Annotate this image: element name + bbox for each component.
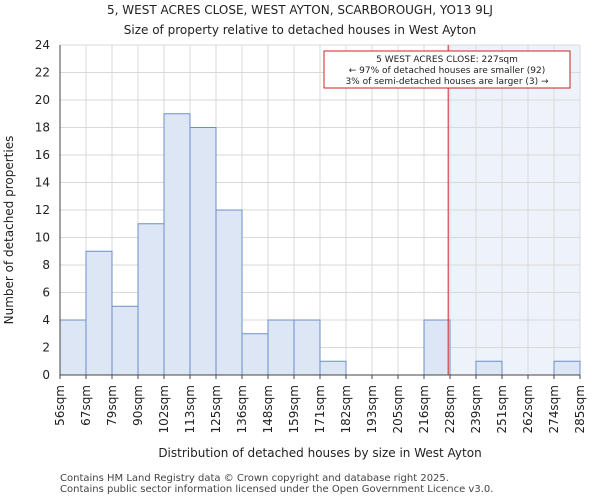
x-tick-label: 159sqm [287,385,301,433]
y-axis-label: Number of detached properties [2,136,16,325]
chart-title: 5, WEST ACRES CLOSE, WEST AYTON, SCARBOR… [107,3,493,17]
x-tick-label: 56sqm [53,385,67,426]
x-tick-label: 79sqm [105,385,119,426]
x-tick-label: 113sqm [183,385,197,433]
x-tick-label: 193sqm [365,385,379,433]
x-tick-label: 216sqm [417,385,431,433]
annotation-line-2: ← 97% of detached houses are smaller (92… [349,66,546,76]
x-tick-label: 125sqm [209,385,223,433]
annotation-line-1: 5 WEST ACRES CLOSE: 227sqm [376,55,518,65]
y-tick-label: 2 [42,341,50,355]
y-tick-label: 24 [35,38,50,52]
x-tick-label: 171sqm [313,385,327,433]
y-tick-label: 14 [35,176,50,190]
x-tick-label: 67sqm [79,385,93,426]
x-tick-label: 102sqm [157,385,171,433]
annotation-line-3: 3% of semi-detached houses are larger (3… [345,77,549,87]
footer-licence: Contains public sector information licen… [60,484,494,495]
x-tick-label: 239sqm [469,385,483,433]
y-tick-label: 12 [35,203,50,217]
histogram-bar [553,360,581,376]
y-tick-label: 4 [42,313,50,327]
histogram-bar [59,319,87,376]
x-tick-label: 182sqm [339,385,353,433]
annotation-frame [323,50,571,89]
y-tick-label: 6 [42,286,50,300]
x-axis-label: Distribution of detached houses by size … [158,446,481,460]
histogram-bar [163,113,191,376]
histogram-bar [319,360,347,376]
y-tick-label: 22 [35,66,50,80]
y-tick-label: 16 [35,148,50,162]
x-tick-label: 148sqm [261,385,275,433]
histogram-bar [111,305,139,376]
x-tick-label: 274sqm [547,385,561,433]
histogram-bar [215,209,243,376]
histogram-bar [137,223,165,376]
histogram-bar [423,319,451,376]
histogram-bar [293,319,321,376]
histogram-bar [267,319,295,376]
y-tick-label: 20 [35,93,50,107]
x-tick-label: 228sqm [443,385,457,433]
annotation-box: 5 WEST ACRES CLOSE: 227sqm ← 97% of deta… [323,50,571,89]
x-tick-label: 90sqm [131,385,145,426]
x-tick-label: 251sqm [495,385,509,433]
chart-subtitle: Size of property relative to detached ho… [124,23,477,37]
histogram-bar [189,127,217,376]
x-tick-label: 205sqm [391,385,405,433]
x-tick-label: 136sqm [235,385,249,433]
y-tick-label: 10 [35,231,50,245]
footer-copyright: Contains HM Land Registry data © Crown c… [60,473,449,484]
histogram-bar [475,360,503,376]
histogram-bar [241,333,269,376]
y-tick-label: 0 [42,368,50,382]
x-tick-label: 262sqm [521,385,535,433]
histogram-bar [85,250,113,376]
y-tick-label: 18 [35,121,50,135]
x-tick-label: 285sqm [573,385,587,433]
y-tick-label: 8 [42,258,50,272]
